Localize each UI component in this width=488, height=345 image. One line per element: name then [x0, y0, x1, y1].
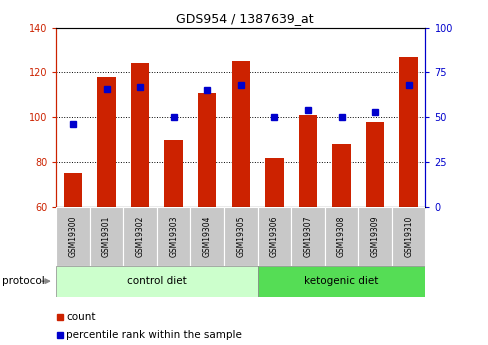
Bar: [123, 207, 157, 266]
Text: GSM19308: GSM19308: [336, 216, 346, 257]
Bar: [391, 207, 425, 266]
Bar: [257, 207, 290, 266]
Bar: [231, 61, 249, 207]
Bar: [63, 173, 82, 207]
Bar: [131, 63, 149, 207]
Bar: [365, 122, 384, 207]
Text: GSM19303: GSM19303: [169, 216, 178, 257]
Bar: [56, 266, 257, 297]
Bar: [164, 140, 183, 207]
Bar: [264, 158, 283, 207]
Bar: [332, 144, 350, 207]
Text: GSM19304: GSM19304: [203, 216, 211, 257]
Text: protocol: protocol: [2, 276, 45, 286]
Bar: [298, 115, 317, 207]
Text: percentile rank within the sample: percentile rank within the sample: [66, 330, 242, 339]
Bar: [190, 207, 224, 266]
Text: ketogenic diet: ketogenic diet: [304, 276, 378, 286]
Bar: [198, 92, 216, 207]
Bar: [224, 207, 257, 266]
Text: GSM19300: GSM19300: [68, 216, 78, 257]
Text: GSM19307: GSM19307: [303, 216, 312, 257]
Text: GSM19309: GSM19309: [370, 216, 379, 257]
Bar: [56, 207, 90, 266]
Text: GSM19306: GSM19306: [269, 216, 278, 257]
Text: GSM19310: GSM19310: [403, 216, 412, 257]
Text: count: count: [66, 313, 95, 322]
Text: GSM19302: GSM19302: [135, 216, 144, 257]
Bar: [97, 77, 116, 207]
Text: control diet: control diet: [127, 276, 186, 286]
Bar: [157, 207, 190, 266]
Bar: [399, 57, 417, 207]
Text: GDS954 / 1387639_at: GDS954 / 1387639_at: [175, 12, 313, 25]
Text: GSM19305: GSM19305: [236, 216, 245, 257]
Bar: [257, 266, 425, 297]
Bar: [324, 207, 358, 266]
Text: GSM19301: GSM19301: [102, 216, 111, 257]
Bar: [90, 207, 123, 266]
Bar: [358, 207, 391, 266]
Bar: [290, 207, 324, 266]
